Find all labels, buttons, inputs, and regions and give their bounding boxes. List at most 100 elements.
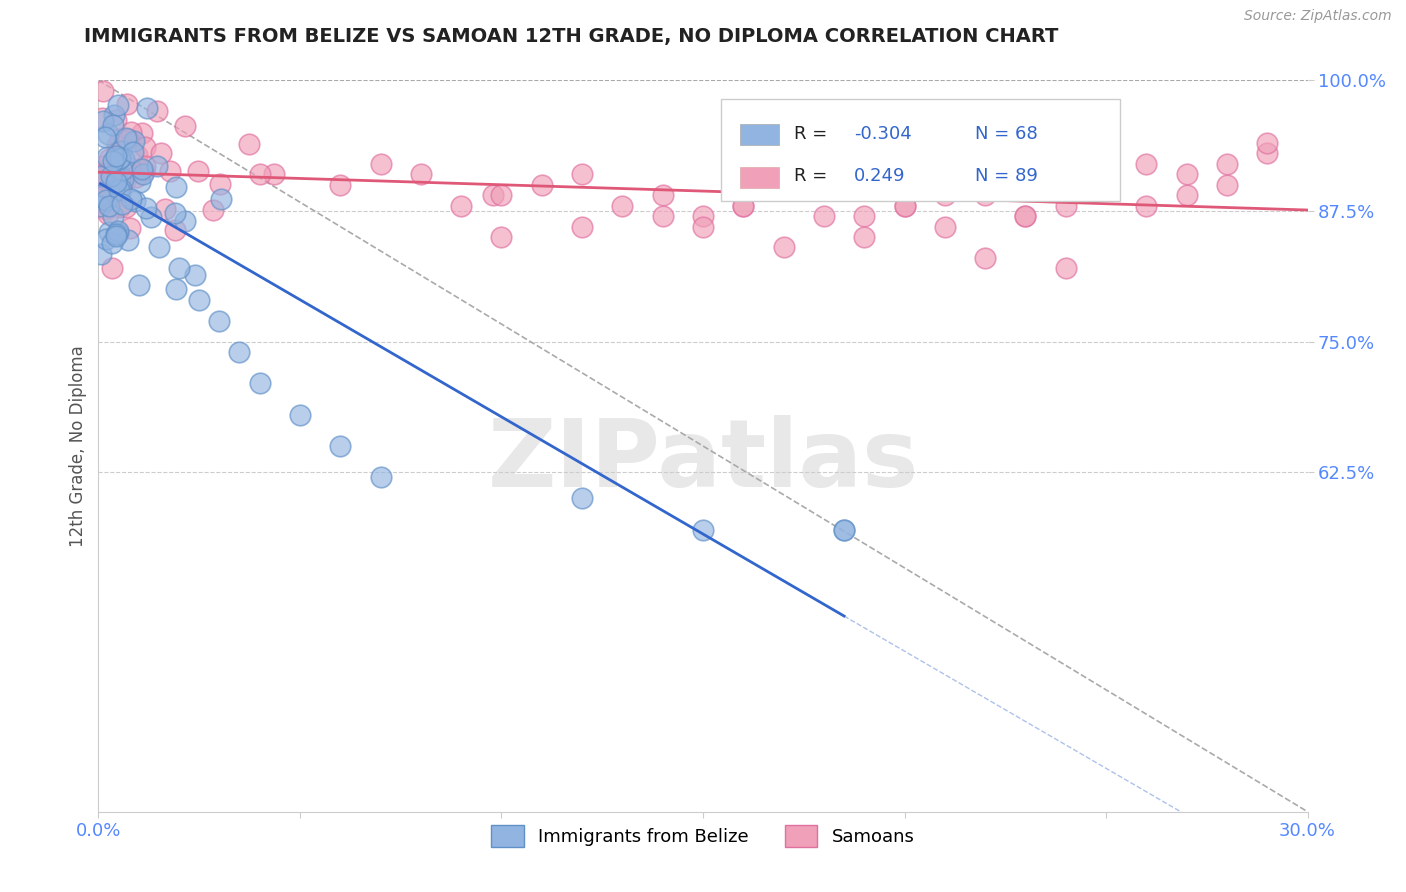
Point [94, 173, 117, 187]
Point [91, 111, 114, 125]
Point [853, 209, 876, 223]
Point [165, 179, 187, 194]
Point [105, 170, 128, 185]
Text: N = 68: N = 68 [976, 125, 1038, 143]
Point [110, 201, 132, 215]
Point [1135, 199, 1157, 213]
Point [131, 126, 153, 140]
Point [491, 230, 513, 244]
Text: N = 89: N = 89 [976, 168, 1038, 186]
Legend: Immigrants from Belize, Samoans: Immigrants from Belize, Samoans [484, 817, 922, 854]
Point [91, 170, 114, 185]
Point [90, 169, 112, 183]
Point [1054, 199, 1077, 213]
Point [114, 131, 136, 145]
Point [173, 213, 195, 227]
Point [832, 523, 855, 537]
Point [104, 112, 127, 127]
Point [167, 261, 190, 276]
Point [111, 197, 134, 211]
Point [135, 201, 157, 215]
Point [974, 178, 997, 192]
Point [934, 188, 956, 202]
Point [93, 167, 115, 181]
FancyBboxPatch shape [741, 167, 779, 188]
Point [149, 145, 172, 160]
Point [105, 138, 128, 153]
Point [91, 189, 114, 203]
Point [1135, 157, 1157, 171]
Point [107, 153, 129, 167]
Point [103, 108, 125, 122]
Point [1014, 209, 1036, 223]
Point [107, 97, 129, 112]
Point [90, 247, 112, 261]
Point [96, 232, 118, 246]
Point [832, 523, 855, 537]
Point [813, 209, 835, 223]
Point [101, 235, 124, 250]
Text: R =: R = [794, 168, 832, 186]
Point [98, 225, 121, 239]
Point [131, 161, 153, 176]
Point [974, 188, 997, 202]
Point [813, 167, 835, 181]
Point [93, 84, 115, 98]
Point [118, 161, 141, 175]
Point [100, 169, 122, 184]
FancyBboxPatch shape [721, 99, 1121, 201]
Text: Source: ZipAtlas.com: Source: ZipAtlas.com [1244, 9, 1392, 23]
Point [110, 144, 132, 158]
Point [450, 199, 472, 213]
Point [146, 103, 169, 118]
Point [122, 134, 145, 148]
Point [136, 101, 159, 115]
Point [772, 178, 794, 192]
Point [153, 202, 176, 216]
Point [173, 119, 195, 133]
Point [188, 293, 211, 307]
Point [1014, 209, 1036, 223]
Point [249, 376, 271, 391]
Point [1095, 178, 1118, 192]
Text: -0.304: -0.304 [855, 125, 912, 143]
Point [139, 210, 162, 224]
Point [1175, 167, 1198, 181]
Point [91, 159, 114, 173]
Point [491, 188, 513, 202]
Point [90, 188, 112, 202]
Point [104, 175, 127, 189]
Point [114, 172, 136, 186]
Point [103, 154, 125, 169]
Point [184, 268, 207, 283]
Point [370, 157, 392, 171]
Point [101, 261, 124, 276]
Point [571, 491, 593, 506]
Point [125, 170, 148, 185]
Point [159, 163, 181, 178]
Point [208, 177, 231, 191]
Point [107, 146, 129, 161]
Point [1175, 188, 1198, 202]
Point [97, 127, 120, 141]
Point [105, 227, 128, 241]
Point [108, 183, 131, 197]
Point [107, 226, 129, 240]
Point [163, 206, 186, 220]
Point [112, 152, 135, 166]
Point [146, 159, 169, 173]
Point [651, 209, 673, 223]
Point [288, 408, 311, 422]
Point [89, 199, 111, 213]
Point [692, 219, 714, 234]
Point [127, 148, 149, 162]
Point [1095, 167, 1118, 181]
Y-axis label: 12th Grade, No Diploma: 12th Grade, No Diploma [69, 345, 87, 547]
Point [101, 209, 124, 223]
Point [104, 228, 127, 243]
Point [94, 129, 117, 144]
Point [482, 188, 505, 202]
Point [409, 167, 432, 181]
Text: R =: R = [794, 125, 832, 143]
Point [187, 164, 209, 178]
